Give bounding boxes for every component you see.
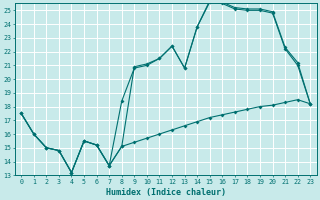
X-axis label: Humidex (Indice chaleur): Humidex (Indice chaleur) (106, 188, 226, 197)
